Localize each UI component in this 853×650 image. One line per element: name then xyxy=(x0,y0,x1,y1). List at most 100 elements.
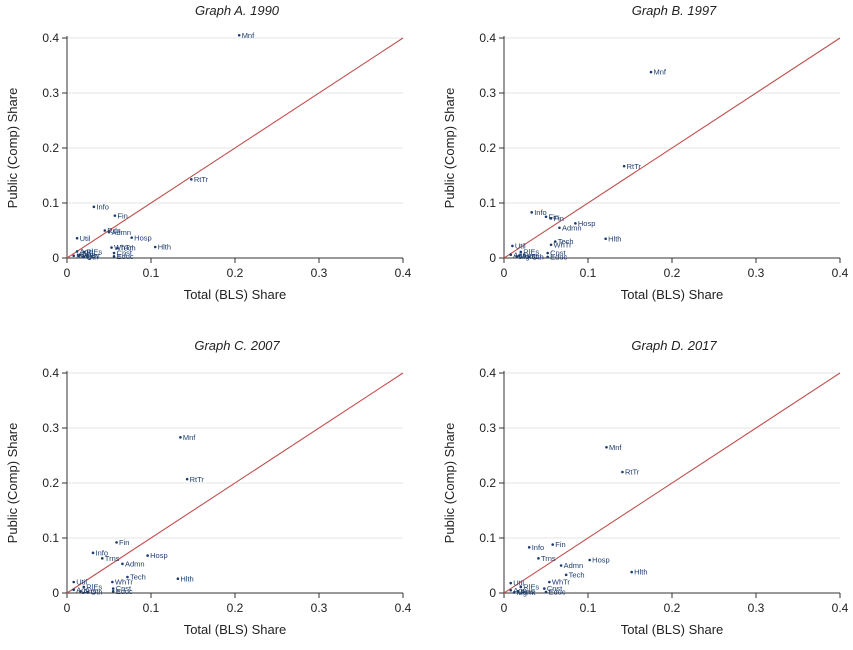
x-axis-label: Total (BLS) Share xyxy=(621,622,724,637)
point-label: Mnf xyxy=(242,31,255,40)
scatter-point xyxy=(75,236,79,240)
point-label: WhTr xyxy=(114,243,133,252)
scatter-point xyxy=(107,230,111,234)
scatter-point xyxy=(112,255,116,258)
scatter-point xyxy=(630,570,633,574)
point-label: Oth xyxy=(91,588,103,597)
point-label: Fin xyxy=(555,540,565,549)
reference-line xyxy=(503,37,841,259)
scatter-point xyxy=(546,251,549,255)
x-axis-label: Total (BLS) Share xyxy=(184,622,287,637)
point-label: Oth xyxy=(532,253,544,262)
x-tick-label: 0.3 xyxy=(748,601,765,615)
scatter-point xyxy=(564,573,568,577)
point-label: RlEs xyxy=(86,248,102,257)
scatter-point xyxy=(153,245,157,249)
scatter-point xyxy=(237,33,241,37)
point-label: Info xyxy=(532,543,545,552)
point-label: Mgmt xyxy=(81,251,101,260)
point-label: Mnf xyxy=(183,433,196,442)
point-label: Agri xyxy=(513,250,527,259)
point-label: Rds xyxy=(107,226,121,235)
point-label: Hlth xyxy=(608,234,621,243)
point-label: Cnst xyxy=(116,584,132,593)
scatter-point xyxy=(519,250,523,254)
scatter-point xyxy=(546,255,549,259)
point-label: Cnst xyxy=(117,249,133,258)
y-tick-label: 0.1 xyxy=(479,196,496,210)
x-axis-label: Total (BLS) Share xyxy=(184,287,287,302)
y-tick-label: 0.4 xyxy=(479,31,496,45)
point-label: Hlth xyxy=(634,568,647,577)
scatter-point xyxy=(544,215,548,219)
point-label: Hosp xyxy=(578,219,596,228)
scatter-point xyxy=(509,253,513,256)
point-label: RlEs xyxy=(86,583,102,592)
scatter-point xyxy=(551,543,555,546)
scatter-point xyxy=(516,590,520,593)
y-tick-label: 0.2 xyxy=(479,476,496,490)
reference-line xyxy=(503,372,841,594)
point-label: Mine xyxy=(76,251,92,260)
scatter-point xyxy=(146,554,149,557)
scatter-point xyxy=(517,254,521,258)
point-label: Mgmt xyxy=(517,588,537,597)
y-tick-label: 0.1 xyxy=(42,196,59,210)
point-label: Util xyxy=(76,578,87,587)
point-label: Util xyxy=(513,579,524,588)
y-tick-label: 0.1 xyxy=(479,531,496,545)
scatter-point xyxy=(543,587,546,590)
point-label: Tech xyxy=(558,237,574,246)
scatter-point xyxy=(72,254,76,258)
point-label: Hosp xyxy=(150,551,168,560)
x-tick-label: 0.1 xyxy=(143,266,160,280)
scatter-point xyxy=(527,546,531,549)
scatter-point xyxy=(111,587,115,590)
x-tick-label: 0.4 xyxy=(832,266,849,280)
y-tick-label: 0 xyxy=(52,586,59,600)
point-label: Agri xyxy=(76,585,90,594)
chart-title: Graph C. 2007 xyxy=(194,338,280,353)
scatter-point xyxy=(530,211,534,214)
scatter-point xyxy=(185,477,189,481)
scatter-point xyxy=(82,255,86,259)
scatter-point xyxy=(100,557,104,560)
point-label: Mnf xyxy=(654,68,667,77)
scatter-point xyxy=(549,217,553,220)
scatter-point xyxy=(92,205,96,209)
scatter-chart: Graph C. 2007 0 0.1 0.2 0.3 0.4 0 0.1 0.2 0.3 0.4 T… xyxy=(5,338,412,637)
scatter-point xyxy=(111,580,114,584)
x-tick-label: 0.2 xyxy=(227,266,244,280)
point-label: Admn xyxy=(564,561,584,570)
x-tick-label: 0.2 xyxy=(664,266,681,280)
point-label: Agri xyxy=(80,247,94,256)
scatter-point xyxy=(179,436,182,439)
scatter-point xyxy=(515,255,518,258)
scatter-point xyxy=(527,255,531,259)
point-label: Info xyxy=(96,202,109,211)
scatter-point xyxy=(72,588,76,591)
scatter-point xyxy=(553,240,557,243)
point-label: Mnf xyxy=(609,443,622,452)
scatter-point xyxy=(605,445,608,449)
x-tick-label: 0.3 xyxy=(748,266,765,280)
point-label: Trns xyxy=(105,554,120,563)
chart-panel-2007: Graph C. 2007 0 0.1 0.2 0.3 0.4 0 0.1 0.2 0.3 0.4 T… xyxy=(0,335,416,650)
x-tick-label: 0 xyxy=(501,601,508,615)
point-label: RtTr xyxy=(194,175,209,184)
reference-line xyxy=(66,37,404,259)
y-tick-label: 0.3 xyxy=(42,421,59,435)
scatter-chart: Graph B. 1997 0 0.1 0.2 0.3 0.4 0 0.1 0.2 0.3 0.4 T… xyxy=(442,3,849,302)
y-tick-label: 0 xyxy=(52,251,59,265)
point-label: Tech xyxy=(130,573,146,582)
point-label: Util xyxy=(515,242,526,251)
scatter-point xyxy=(110,246,113,249)
scatter-point xyxy=(112,251,116,255)
scatter-point xyxy=(91,551,95,555)
point-label: Cnst xyxy=(547,584,563,593)
x-tick-label: 0.4 xyxy=(395,601,412,615)
point-label: Admn xyxy=(112,228,132,237)
point-label: RtTr xyxy=(190,475,205,484)
scatter-chart: Graph D. 2017 0 0.1 0.2 0.3 0.4 0 0.1 0.2 0.3 0.4 T… xyxy=(442,338,849,637)
point-label: Hosp xyxy=(134,233,152,242)
